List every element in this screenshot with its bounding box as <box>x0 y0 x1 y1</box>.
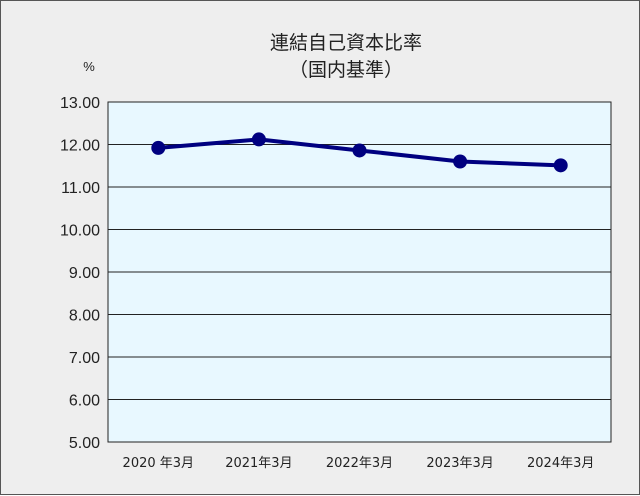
x-tick-label: 2021年3月 <box>225 456 292 471</box>
chart-subtitle: （国内基準） <box>289 59 403 81</box>
x-tick-label: 2023年3月 <box>426 456 493 471</box>
chart-title: 連結自己資本比率 <box>270 32 422 54</box>
x-tick-label: 2024年3月 <box>527 456 594 471</box>
data-point <box>151 140 166 155</box>
data-point <box>352 143 367 158</box>
y-tick-label: 8.00 <box>69 308 100 325</box>
gridlines <box>108 144 611 400</box>
y-tick-label: 9.00 <box>69 265 100 282</box>
y-tick-label: 12.00 <box>60 138 100 155</box>
data-series <box>151 132 568 173</box>
y-tick-label: 11.00 <box>61 180 100 197</box>
y-tick-label: 13.00 <box>60 95 100 112</box>
data-point <box>453 154 468 169</box>
x-tick-label: 2020 年3月 <box>123 456 195 471</box>
y-tick-label: 5.00 <box>69 435 100 452</box>
x-tick-label: 2022年3月 <box>326 456 393 471</box>
data-point <box>251 132 266 147</box>
y-tick-label: 7.00 <box>69 350 100 367</box>
data-point <box>553 158 568 173</box>
y-axis-tick-labels: 5.00 6.00 7.00 8.00 9.00 10.00 11.00 12.00 13.00 <box>60 95 100 452</box>
y-tick-label: 10.00 <box>60 223 100 240</box>
y-tick-label: 6.00 <box>69 393 100 410</box>
y-axis-unit-label: % <box>83 59 95 74</box>
x-axis-tick-labels: 2020 年3月 2021年3月 2022年3月 2023年3月 2024年3月 <box>123 456 595 471</box>
